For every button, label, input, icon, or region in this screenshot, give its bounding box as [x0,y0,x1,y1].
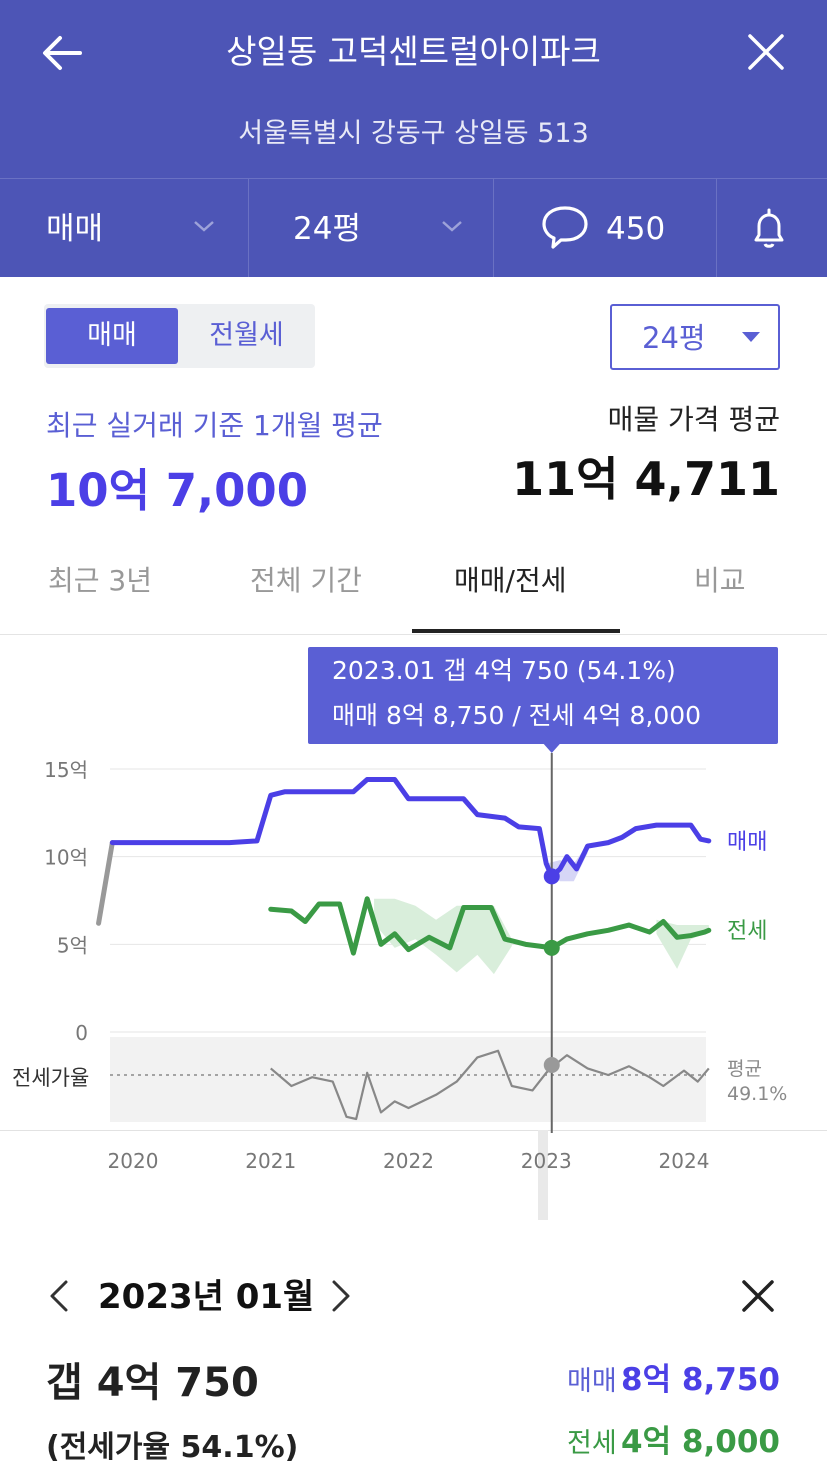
selector-handle [538,1130,548,1220]
comments-button[interactable]: 450 [494,179,716,277]
ratio-band-bg [110,1037,706,1122]
tab-recent-3y[interactable]: 최근 3년 [48,564,152,597]
chevron-right-icon[interactable] [326,1276,356,1316]
trade-type-label: 매매 [46,211,104,247]
buy-value: 8억 8,750 [621,1362,780,1398]
toggle-buy[interactable]: 매매 [46,308,178,364]
axis-divider [0,1130,827,1131]
ratio-avg-value: 49.1% [727,1083,787,1105]
legend-jeonse: 전세 [727,919,767,944]
back-arrow-icon[interactable] [40,30,86,76]
trade-toggle: 매매 전월세 [44,304,315,368]
address: 서울특별시 강동구 상일동 513 [238,118,589,149]
jeonse-range-band [374,898,512,975]
size-label: 24평 [293,211,361,247]
divider [716,179,717,277]
jeonse-ratio: (전세가율 54.1%) [46,1430,299,1465]
caret-down-icon [742,332,760,342]
x-tick-label: 2023 [521,1149,572,1173]
price-chart[interactable]: 15억 10억 5억 0 2023.01 갭 4억 750 (54.1%) 매매 8억 8… [0,635,827,1225]
notification-button[interactable] [717,179,827,277]
page-title: 상일동 고덕센트럴아이파크 [226,32,601,71]
active-tab-indicator [412,629,620,633]
x-tick-label: 2021 [245,1149,296,1173]
tab-compare[interactable]: 비교 [694,564,746,597]
buy-series-line [109,777,712,879]
detail-date: 2023년 01월 [98,1277,315,1317]
trade-type-dropdown[interactable]: 매매 [0,179,248,277]
recent-trade-label: 최근 실거래 기준 1개월 평균 [46,409,383,442]
jeonse-value: 4억 8,000 [621,1424,780,1460]
listing-avg-value: 11억 4,711 [512,452,780,506]
buy-selected-point [543,868,560,885]
close-icon[interactable] [738,1276,778,1316]
x-tick-label: 2022 [383,1149,434,1173]
ratio-series-line [270,1049,710,1121]
listing-avg-label: 매물 가격 평균 [607,403,780,436]
filter-bar: 매매 24평 450 [0,178,827,277]
detail-panel: 2023년 01월 갭 4억 750 (전세가율 54.1%) 매매 8억 8,… [0,1230,827,1475]
y-tick-label: 5억 [57,933,88,957]
chevron-left-icon[interactable] [44,1276,74,1316]
x-tick-label: 2020 [108,1149,159,1173]
bell-icon [754,208,784,248]
size-dropdown[interactable]: 24평 [249,179,493,277]
legend-buy: 매매 [727,830,767,855]
period-tabs: 최근 3년 전체 기간 매매/전세 비교 [0,540,827,635]
close-icon[interactable] [744,30,788,74]
recent-trade-value: 10억 7,000 [46,464,309,517]
tab-all-period[interactable]: 전체 기간 [250,564,362,597]
tooltip-box [308,647,778,744]
tooltip-line-1: 2023.01 갭 4억 750 (54.1%) [332,656,676,685]
ratio-label: 전세가율 [12,1066,89,1090]
jeonse-series-line [268,896,712,956]
tooltip-pointer [543,744,560,753]
size-select[interactable]: 24평 [610,304,780,370]
jeonse-label: 전세 [567,1428,617,1459]
comment-bubble-icon [542,206,588,249]
tab-buy-jeonse[interactable]: 매매/전세 [454,564,567,597]
size-select-label: 24평 [642,321,706,355]
divider [248,179,249,277]
divider [493,179,494,277]
x-tick-label: 2024 [659,1149,710,1173]
ratio-avg-label: 평균 [727,1058,762,1080]
chevron-down-icon [442,221,462,232]
y-tick-label: 0 [75,1021,88,1045]
comment-count: 450 [606,211,666,247]
chevron-down-icon [194,221,214,232]
ratio-selected-point [543,1057,560,1073]
toggle-rent[interactable]: 전월세 [209,320,284,351]
buy-label: 매매 [567,1366,617,1397]
jeonse-selected-point [543,939,560,956]
app-header: 상일동 고덕센트럴아이파크 서울특별시 강동구 상일동 513 [0,0,827,178]
buy-start-segment [96,840,115,926]
y-tick-label: 15억 [44,758,88,782]
tooltip-line-2: 매매 8억 8,750 / 전세 4억 8,000 [332,701,701,730]
gap-value: 갭 4억 750 [46,1360,259,1406]
y-tick-label: 10억 [44,846,88,870]
